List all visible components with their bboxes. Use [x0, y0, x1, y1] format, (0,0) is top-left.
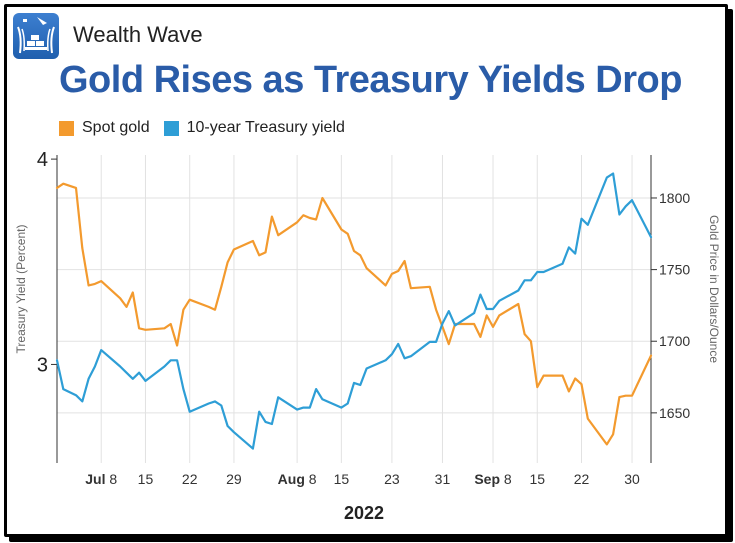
grid-lines: [57, 155, 651, 463]
y-tick-right-label: 1800: [659, 190, 690, 206]
x-tick-label: 23: [384, 471, 400, 487]
legend-label-spot-gold: Spot gold: [82, 119, 150, 136]
series-line-treasury-yield: [55, 172, 653, 450]
x-tick-label: 31: [435, 471, 451, 487]
x-tick-label: Aug 8: [278, 471, 317, 487]
x-axis-label: 2022: [344, 503, 384, 523]
x-tick-label: 15: [529, 471, 545, 487]
series-line-spot-gold: [55, 182, 653, 446]
chart-title: Gold Rises as Treasury Yields Drop: [59, 59, 682, 101]
y-tick-left-label: 4: [37, 149, 48, 171]
chart-legend: Spot gold 10-year Treasury yield: [59, 119, 359, 137]
x-tick-month: Aug: [278, 471, 305, 487]
x-tick-month: Jul: [85, 471, 105, 487]
legend-swatch-spot-gold: [59, 120, 74, 136]
x-tick-label: 29: [226, 471, 242, 487]
axes: [56, 155, 652, 463]
y-tick-left-label: 3: [37, 354, 48, 376]
x-tick-label: Sep 8: [474, 471, 512, 487]
gold-bars-logo-icon: [13, 13, 59, 59]
x-tick-label: 30: [624, 471, 640, 487]
x-tick-label: 15: [138, 471, 154, 487]
brand-name: Wealth Wave: [73, 22, 203, 47]
legend-label-treasury-yield: 10-year Treasury yield: [186, 119, 345, 136]
y-tick-right-label: 1750: [659, 262, 690, 278]
legend-swatch-treasury-yield: [163, 120, 179, 136]
x-tick-label: 22: [182, 471, 198, 487]
series-lines: [55, 172, 653, 450]
logo-graphic: [17, 17, 55, 54]
right-ticks: 1650 1700 1750 1800: [651, 190, 690, 421]
x-ticks: Jul 8 15 22 29 Aug 8 15 23 31 Sep 8 15 22 30: [85, 471, 640, 487]
y-tick-right-label: 1650: [659, 405, 690, 421]
x-tick-label: 22: [574, 471, 590, 487]
x-tick-label: 15: [334, 471, 350, 487]
chart-frame: Wealth Wave Gold Rises as Treasury Yield…: [4, 4, 728, 537]
x-tick-label: Jul 8: [85, 471, 117, 487]
y-tick-right-label: 1700: [659, 333, 690, 349]
left-ticks: 34: [37, 149, 57, 376]
legend-item-treasury-yield: 10-year Treasury yield: [163, 119, 345, 137]
y-axis-label-left: Treasury Yield (Percent): [14, 225, 28, 354]
x-tick-month: Sep: [474, 471, 500, 487]
legend-item-spot-gold: Spot gold: [59, 119, 150, 137]
y-axis-label-right: Gold Price in Dollars/Ounce: [707, 215, 721, 363]
